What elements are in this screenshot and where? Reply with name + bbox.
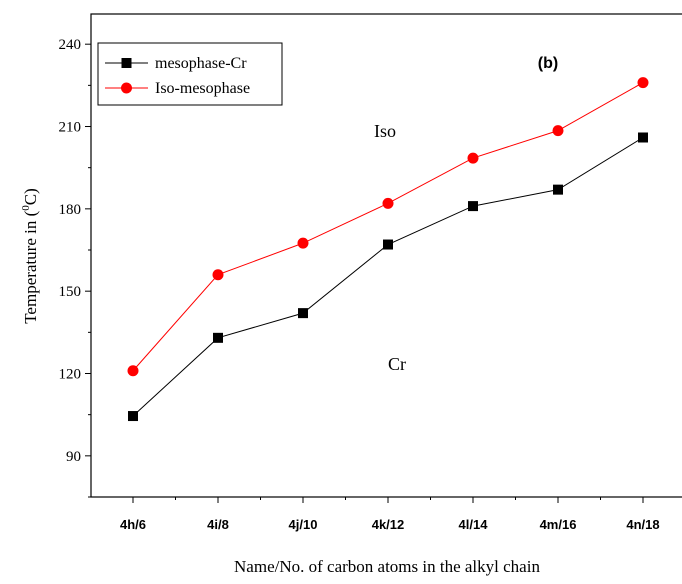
x-axis-ticks: 4h/6 4i/8 4j/10 4k/12 4l/14 4m/16 4n/18 [120,497,660,532]
x-tick-label: 4i/8 [207,517,229,532]
legend-label-iso-mesophase: Iso-mesophase [155,80,250,97]
data-point-circle [382,197,394,209]
legend-marker-iso-mesophase [121,82,132,94]
y-axis-title-superscript: 0 [20,205,32,211]
data-point-square [383,239,393,250]
y-tick-label: 180 [59,202,82,218]
y-tick-label: 240 [59,37,82,53]
series-layer [127,77,649,422]
x-tick-label: 4m/16 [540,517,577,532]
y-tick-label: 120 [59,367,82,383]
y-axis-title: Temperature in (0C) [20,188,40,324]
y-axis-title-main: Temperature in ( [21,210,40,323]
data-point-square [553,184,563,195]
y-axis-ticks: 90 120 150 180 210 240 [59,37,91,498]
x-tick-label: 4l/14 [459,517,489,532]
legend: mesophase-Cr Iso-mesophase [97,42,283,106]
plot-frame [90,13,682,498]
annotation-iso: Iso [374,121,396,141]
data-point-circle [127,365,139,377]
data-point-square [128,411,138,422]
y-tick-label: 210 [59,120,82,136]
x-tick-label: 4j/10 [289,517,318,532]
y-tick-label: 90 [66,449,81,465]
data-point-square [468,201,478,212]
data-point-square [298,308,308,319]
legend-box [97,42,283,106]
data-point-circle [212,269,224,281]
data-point-circle [637,77,649,89]
x-axis-title: Name/No. of carbon atoms in the alkyl ch… [234,557,540,576]
data-point-circle [297,237,309,249]
x-tick-label: 4k/12 [372,517,405,532]
panel-label: (b) [538,55,558,72]
y-axis-title-end: C) [21,188,40,205]
annotation-cr: Cr [388,354,406,374]
y-tick-label: 150 [59,284,82,300]
data-point-circle [552,125,564,137]
x-tick-label: 4n/18 [626,517,659,532]
series-line [132,137,644,417]
data-point-circle [467,152,479,164]
x-tick-label: 4h/6 [120,517,146,532]
legend-marker-mesophase-cr [121,58,132,68]
data-point-square [638,132,648,143]
data-point-square [213,332,223,343]
legend-label-mesophase-cr: mesophase-Cr [155,55,247,72]
